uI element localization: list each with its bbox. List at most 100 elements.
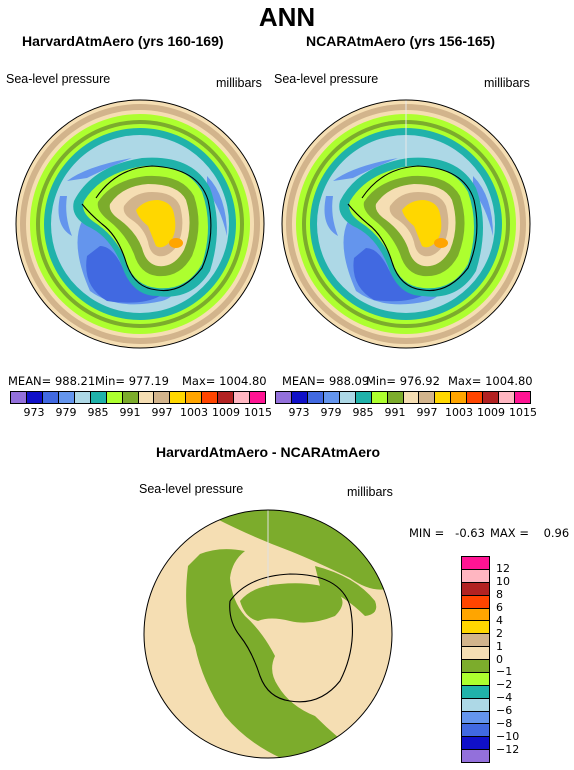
right-stat-max: Max= 1004.80	[448, 374, 533, 388]
left-colorbar-swatch	[122, 392, 139, 403]
left-colorbar-swatch	[218, 392, 235, 403]
left-panel-units: millibars	[216, 76, 262, 90]
left-polar-map	[15, 99, 265, 349]
left-panel-variable: Sea-level pressure	[6, 72, 111, 86]
left-stat-max: Max= 1004.80	[182, 374, 267, 388]
right-map-fill	[282, 100, 530, 348]
right-colorbar-swatch	[515, 392, 530, 403]
diff-colorbar-tick-label: −1	[496, 665, 513, 679]
diff-map-fill	[144, 510, 392, 758]
right-panel-units: millibars	[484, 76, 530, 90]
left-colorbar-tick-label: 973	[23, 406, 45, 419]
left-colorbar-swatch	[26, 392, 43, 403]
right-colorbar-swatch	[419, 392, 436, 403]
left-stat-min: Min= 977.19	[95, 374, 169, 388]
diff-colorbar-tick-label: 8	[496, 587, 503, 601]
left-colorbar-swatch	[202, 392, 219, 403]
right-polar-map	[281, 99, 531, 349]
left-colorbar-swatch	[170, 392, 187, 403]
diff-colorbar-tick-label: −6	[496, 704, 513, 718]
diff-colorbar-tick-label: −8	[496, 717, 513, 731]
diff-colorbar-swatch	[462, 582, 489, 596]
diff-colorbar-tick-label: −4	[496, 691, 513, 705]
diff-colorbar-swatch	[462, 750, 489, 762]
right-colorbar-tick-label: 997	[416, 406, 438, 419]
left-colorbar-swatch	[138, 392, 155, 403]
diff-colorbar-swatch	[462, 711, 489, 725]
left-colorbar-swatch	[234, 392, 251, 403]
diff-colorbar-tick-label: −2	[496, 678, 513, 692]
page-title: ANN	[258, 2, 316, 32]
diff-colorbar-swatch	[462, 737, 489, 751]
diff-colorbar-labels: 12 10 8 6 4 2 1 0 −1 −2 −4 −6 −8 −10 −12	[496, 556, 556, 763]
left-colorbar-swatch	[90, 392, 107, 403]
diff-stat-max: MAX = 0.96	[490, 526, 570, 540]
right-colorbar-swatch	[387, 392, 404, 403]
diff-colorbar-swatch	[462, 698, 489, 712]
diff-colorbar-tick-label: 0	[496, 652, 503, 666]
right-colorbar-tick-label: 985	[352, 406, 374, 419]
right-colorbar-tick-label: 1003	[445, 406, 473, 419]
right-colorbar-swatch	[291, 392, 308, 403]
diff-colorbar-tick-label: −12	[496, 743, 520, 757]
diff-colorbar-swatch	[462, 660, 489, 673]
diff-colorbar-swatch	[462, 569, 489, 583]
right-colorbar-swatch	[483, 392, 500, 403]
diff-panel-variable: Sea-level pressure	[139, 482, 244, 496]
diff-colorbar-swatch	[462, 724, 489, 738]
right-colorbar-swatch	[276, 392, 292, 403]
right-colorbar-swatch	[467, 392, 484, 403]
right-colorbar-swatch	[499, 392, 516, 403]
diff-colorbar-swatch	[462, 595, 489, 609]
diff-colorbar-tick-label: 2	[496, 626, 503, 640]
right-colorbar	[275, 391, 531, 404]
right-colorbar-tick-label: 973	[288, 406, 310, 419]
left-map-fill	[16, 100, 264, 348]
right-colorbar-tick-label: 1009	[477, 406, 505, 419]
diff-colorbar-tick-label: 10	[496, 574, 510, 588]
right-colorbar-swatch	[307, 392, 324, 403]
right-stat-min: Min= 976.92	[366, 374, 440, 388]
diff-colorbar-swatch	[462, 685, 489, 699]
diff-colorbar-tick-label: 1	[496, 639, 503, 653]
diff-colorbar-swatch	[462, 647, 489, 660]
left-colorbar	[10, 391, 266, 404]
right-colorbar-swatch	[451, 392, 468, 403]
right-colorbar-tick-label: 991	[384, 406, 406, 419]
left-colorbar-tick-label: 1015	[244, 406, 272, 419]
right-colorbar-swatch	[403, 392, 420, 403]
left-colorbar-swatch	[154, 392, 171, 403]
right-colorbar-swatch	[339, 392, 356, 403]
left-colorbar-tick-label: 991	[119, 406, 141, 419]
diff-colorbar	[461, 556, 490, 763]
diff-colorbar-swatch	[462, 672, 489, 686]
diff-colorbar-swatch	[462, 634, 489, 648]
right-colorbar-swatch	[323, 392, 340, 403]
diff-colorbar-tick-label: −10	[496, 730, 520, 744]
diff-stat-min: MIN = -0.63	[409, 526, 485, 540]
diff-panel-title: HarvardAtmAero - NCARAtmAero	[156, 444, 381, 460]
right-stat-mean: MEAN= 988.09	[282, 374, 370, 388]
right-panel-variable: Sea-level pressure	[274, 72, 379, 86]
diff-colorbar-swatch	[462, 608, 489, 622]
right-panel-title: NCARAtmAero (yrs 156-165)	[306, 33, 496, 49]
right-colorbar-tick-label: 979	[320, 406, 342, 419]
diff-colorbar-tick-label: 4	[496, 613, 503, 627]
left-colorbar-tick-label: 997	[151, 406, 173, 419]
right-colorbar-swatch	[435, 392, 452, 403]
right-colorbar-swatch	[371, 392, 388, 403]
left-colorbar-labels: 973 979 985 991 997 1003 1009 1015	[10, 406, 273, 420]
diff-colorbar-swatch	[462, 557, 489, 570]
left-colorbar-swatch	[42, 392, 59, 403]
left-colorbar-swatch	[250, 392, 265, 403]
right-colorbar-labels: 973 979 985 991 997 1003 1009 1015	[275, 406, 538, 420]
diff-colorbar-swatch	[462, 621, 489, 635]
diff-colorbar-tick-label: 12	[496, 561, 510, 575]
difference-polar-map	[143, 509, 393, 759]
left-colorbar-tick-label: 1009	[212, 406, 240, 419]
right-colorbar-tick-label: 1015	[509, 406, 537, 419]
left-colorbar-tick-label: 1003	[180, 406, 208, 419]
right-colorbar-swatch	[355, 392, 372, 403]
diff-colorbar-tick-label: 6	[496, 600, 503, 614]
left-panel-title: HarvardAtmAero (yrs 160-169)	[22, 33, 224, 49]
